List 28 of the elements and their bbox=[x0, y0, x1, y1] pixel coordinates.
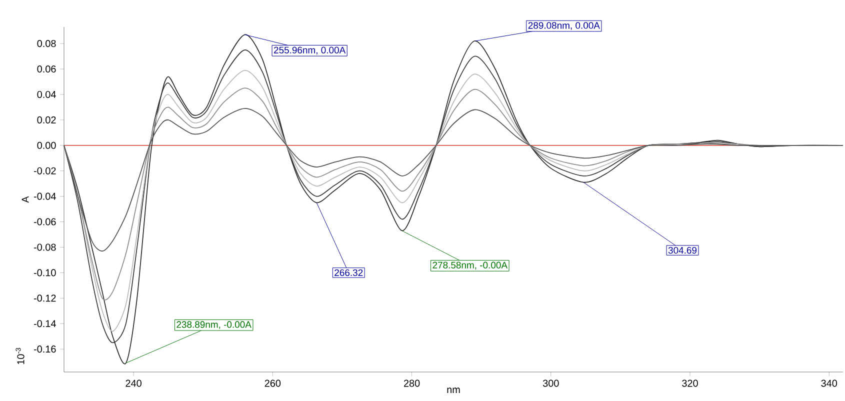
annotation: 255.96nm, 0.00A bbox=[274, 46, 346, 55]
annotation: 266.32 bbox=[334, 269, 363, 276]
annotation: 289.08nm, 0.00A bbox=[528, 22, 600, 30]
y-tick-label: -0.08 bbox=[34, 244, 56, 251]
x-tick-label: 240 bbox=[126, 380, 142, 387]
y-axis-title: A bbox=[22, 196, 29, 203]
x-tick-label: 320 bbox=[682, 380, 698, 387]
text: 10$^{-3}$ bbox=[16, 348, 24, 364]
y-tick-label: -0.16 bbox=[34, 346, 56, 353]
y-tick-label: -0.04 bbox=[34, 192, 56, 200]
y-tick-label: 0.06 bbox=[37, 65, 56, 73]
x-tick-label: 280 bbox=[404, 380, 420, 387]
annotation: 238.89nm, -0.00A bbox=[176, 321, 252, 330]
y-tick-label: -0.10 bbox=[34, 269, 56, 276]
y-tick-label: 0.08 bbox=[37, 40, 56, 48]
y-tick-label: -0.12 bbox=[34, 294, 56, 302]
y-tick-label: -0.14 bbox=[34, 320, 56, 328]
y-tick-label: 0.02 bbox=[37, 116, 56, 124]
y-tick-label: -0.06 bbox=[34, 218, 56, 226]
y-tick-label: 0.04 bbox=[37, 90, 56, 98]
x-axis-title: nm bbox=[447, 388, 460, 394]
y-tick-label: -0.02 bbox=[34, 167, 56, 174]
y-tick-label: 0.00 bbox=[37, 142, 56, 149]
x-tick-label: 260 bbox=[264, 380, 281, 387]
annotation: 278.58nm, -0.00A bbox=[432, 262, 508, 270]
annotation: 304.69 bbox=[668, 246, 697, 254]
x-tick-label: 300 bbox=[542, 380, 559, 387]
x-tick-label: 340 bbox=[821, 380, 838, 387]
